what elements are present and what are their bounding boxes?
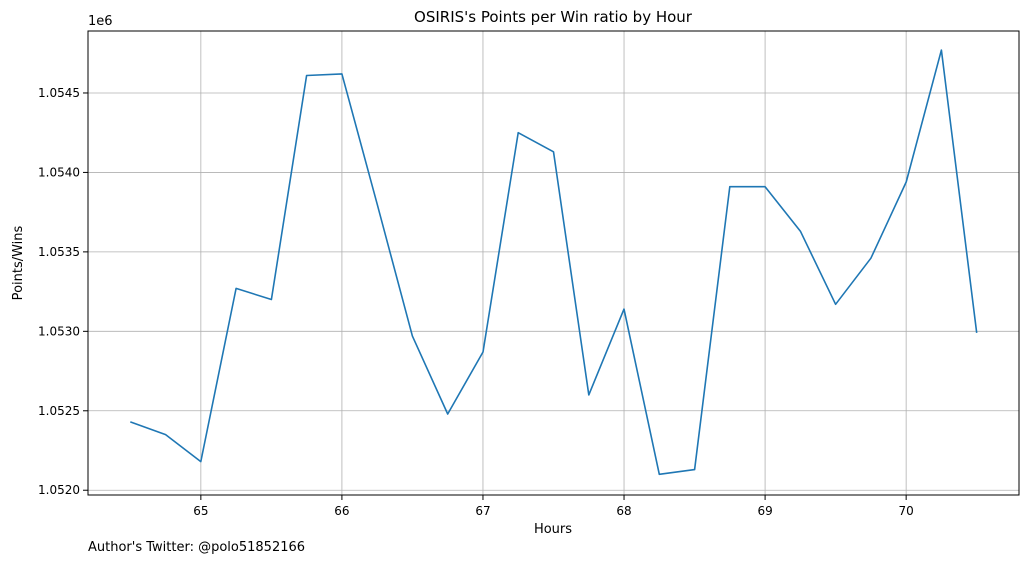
y-axis-label: Points/Wins xyxy=(11,225,26,300)
x-tick-label: 66 xyxy=(334,504,349,518)
y-tick-label: 1.0525 xyxy=(38,404,80,418)
x-tick-label: 65 xyxy=(193,504,208,518)
plot-area-frame xyxy=(87,30,1020,496)
grid-lines xyxy=(88,31,1019,495)
y-tick-label: 1.0535 xyxy=(38,245,80,259)
y-offset-label: 1e6 xyxy=(88,14,113,29)
y-tick-label: 1.0545 xyxy=(38,86,80,100)
x-axis-label: Hours xyxy=(534,522,572,537)
y-tick-label: 1.0520 xyxy=(38,483,80,497)
x-tick-label: 70 xyxy=(899,504,914,518)
y-tick-label: 1.0530 xyxy=(38,324,80,338)
author-credit: Author's Twitter: @polo51852166 xyxy=(88,540,305,555)
chart-title: OSIRIS's Points per Win ratio by Hour xyxy=(414,8,693,26)
x-tick-label: 68 xyxy=(616,504,631,518)
series-lines xyxy=(130,49,978,476)
x-tick-label: 69 xyxy=(757,504,772,518)
series-line-0 xyxy=(130,49,978,476)
y-tick-label: 1.0540 xyxy=(38,165,80,179)
x-tick-label: 67 xyxy=(475,504,490,518)
x-axis-ticks: 65 66 67 68 69 70 xyxy=(193,495,914,518)
y-axis-ticks: 1.0520 1.0525 1.0530 1.0535 1.0540 1.0545 xyxy=(38,86,88,497)
